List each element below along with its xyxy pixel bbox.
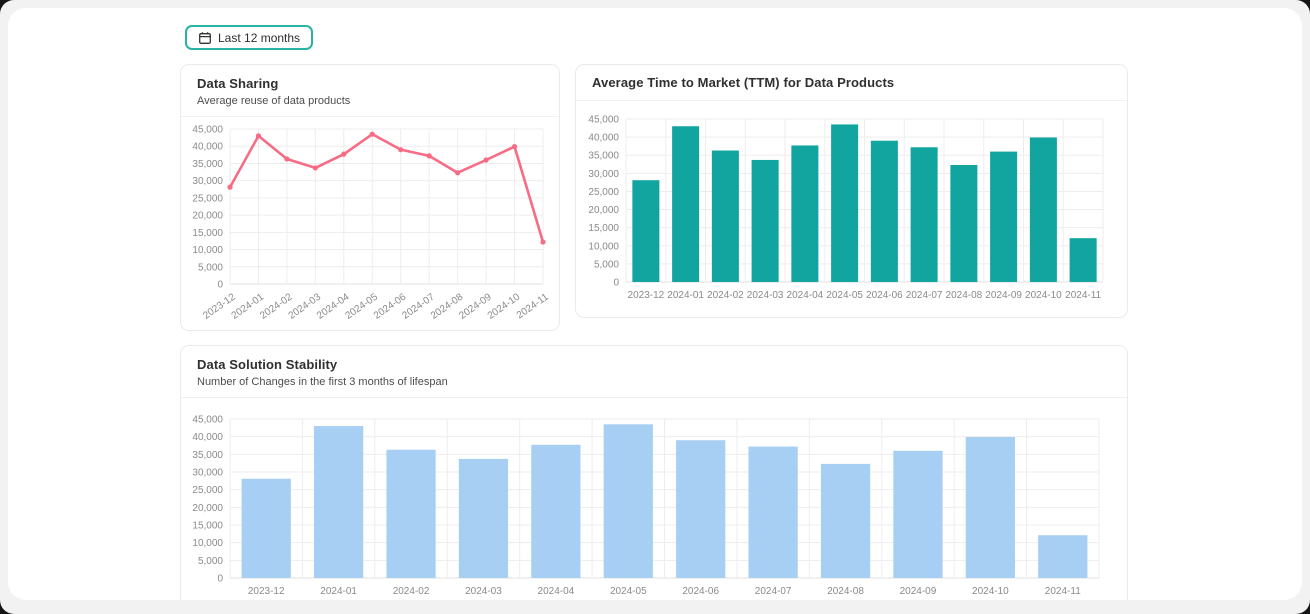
svg-text:35,000: 35,000 [192,450,223,461]
chart-title: Average Time to Market (TTM) for Data Pr… [592,75,895,90]
svg-text:2024-10: 2024-10 [1025,290,1062,301]
svg-text:10,000: 10,000 [588,241,619,252]
svg-text:2024-04: 2024-04 [787,290,824,301]
svg-text:15,000: 15,000 [192,228,223,239]
svg-text:2024-10: 2024-10 [486,291,523,321]
svg-text:2024-11: 2024-11 [515,291,551,321]
data-sharing-line-chart: 0 5,000 10,000 15,000 20,000 25,000 30,000 35,0… [181,117,559,330]
svg-text:0: 0 [613,278,619,289]
svg-text:10,000: 10,000 [192,245,223,256]
svg-text:2024-05: 2024-05 [610,586,647,597]
svg-text:2024-08: 2024-08 [827,586,864,597]
chart-title: Data Solution Stability [197,357,338,372]
time-to-market-bar-chart: 0 5,000 10,000 15,000 20,000 25,000 30,000 35,0… [576,101,1127,318]
svg-text:5,000: 5,000 [198,262,223,273]
svg-text:2024-05: 2024-05 [826,290,863,301]
solution-stability-card: Data Solution Stability Number of Change… [180,345,1128,600]
svg-text:2023-12: 2023-12 [628,290,665,301]
svg-text:2024-02: 2024-02 [393,586,430,597]
svg-text:5,000: 5,000 [198,556,223,567]
time-to-market-card: Average Time to Market (TTM) for Data Pr… [575,64,1128,318]
calendar-icon [198,31,212,45]
svg-text:2024-02: 2024-02 [707,290,744,301]
main-panel: Last 12 months Data Sharing Average reus… [8,8,1302,600]
svg-text:40,000: 40,000 [588,133,619,144]
svg-text:2024-09: 2024-09 [985,290,1022,301]
svg-text:10,000: 10,000 [192,538,223,549]
data-sharing-card: Data Sharing Average reuse of data produ… [180,64,560,331]
svg-text:2024-08: 2024-08 [946,290,983,301]
svg-text:40,000: 40,000 [192,142,223,153]
card-header: Data Sharing Average reuse of data produ… [181,65,559,117]
svg-text:0: 0 [217,574,223,585]
svg-text:25,000: 25,000 [192,485,223,496]
svg-text:2024-03: 2024-03 [465,586,502,597]
svg-text:5,000: 5,000 [594,259,619,270]
svg-text:2024-06: 2024-06 [866,290,903,301]
svg-text:25,000: 25,000 [192,193,223,204]
svg-text:2024-10: 2024-10 [972,586,1009,597]
svg-text:30,000: 30,000 [588,169,619,180]
svg-text:2024-11: 2024-11 [1045,586,1081,597]
svg-text:2024-03: 2024-03 [747,290,784,301]
chart-subtitle: Number of Changes in the first 3 months … [197,376,448,388]
svg-text:2024-09: 2024-09 [900,586,937,597]
solution-stability-bar-chart: 0 5,000 10,000 15,000 20,000 25,000 30,000 35,0… [181,398,1127,600]
date-range-label: Last 12 months [218,30,301,45]
svg-text:45,000: 45,000 [192,125,223,136]
card-header: Average Time to Market (TTM) for Data Pr… [576,65,1127,101]
svg-text:45,000: 45,000 [192,415,223,426]
date-range-button[interactable]: Last 12 months [185,25,314,50]
svg-text:2024-04: 2024-04 [538,586,575,597]
svg-text:2024-01: 2024-01 [320,586,357,597]
svg-text:20,000: 20,000 [192,211,223,222]
svg-text:35,000: 35,000 [588,151,619,162]
svg-text:30,000: 30,000 [192,176,223,187]
chart-subtitle: Average reuse of data products [197,95,351,107]
svg-text:2024-11: 2024-11 [1065,290,1101,301]
svg-text:2023-12: 2023-12 [248,586,285,597]
chart-title: Data Sharing [197,76,279,91]
svg-text:2024-07: 2024-07 [755,586,792,597]
svg-text:2024-01: 2024-01 [667,290,704,301]
svg-text:2024-07: 2024-07 [906,290,943,301]
svg-text:15,000: 15,000 [588,223,619,234]
svg-text:15,000: 15,000 [192,521,223,532]
svg-text:0: 0 [217,280,223,291]
svg-text:2024-06: 2024-06 [682,586,719,597]
svg-text:35,000: 35,000 [192,159,223,170]
card-header: Data Solution Stability Number of Change… [181,346,1127,398]
svg-text:25,000: 25,000 [588,187,619,198]
svg-text:40,000: 40,000 [192,432,223,443]
svg-text:20,000: 20,000 [588,205,619,216]
svg-text:45,000: 45,000 [588,115,619,126]
svg-text:30,000: 30,000 [192,468,223,479]
svg-text:20,000: 20,000 [192,503,223,514]
